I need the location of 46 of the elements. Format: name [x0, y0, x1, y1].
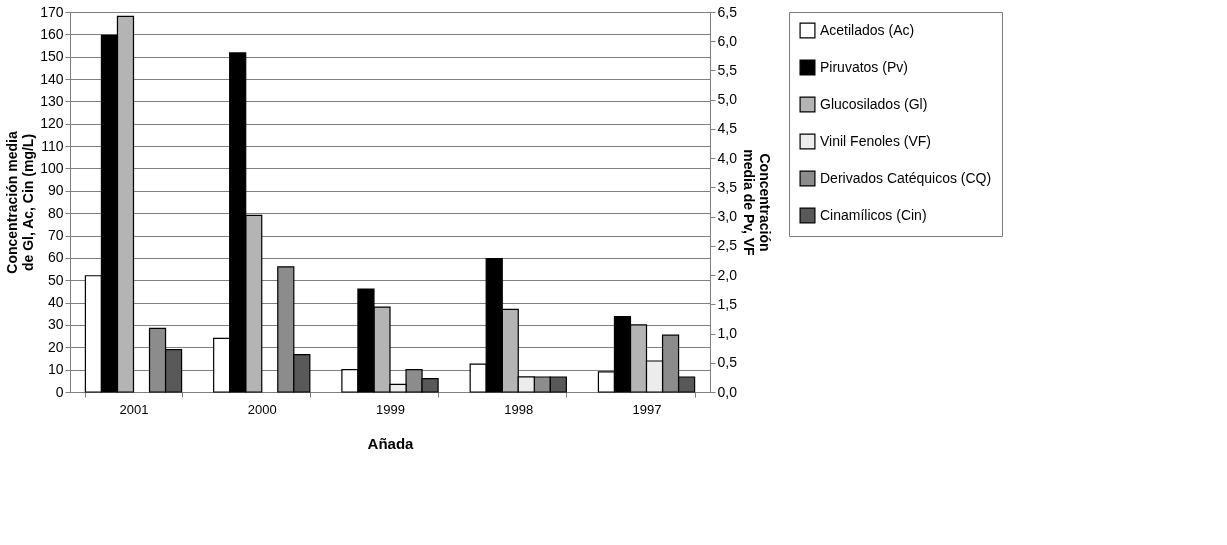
- x-tick-label: 2000: [247, 401, 277, 417]
- y2-tick-label: 1,5: [717, 295, 738, 312]
- x-tick-label: 2001: [119, 401, 149, 417]
- y-tick-label: 80: [47, 204, 64, 221]
- y-tick-label: 60: [47, 249, 64, 266]
- x-tick-label: 1999: [376, 401, 405, 417]
- y2-tick-label: 0,0: [717, 383, 738, 400]
- y2-tick-label: 2,0: [717, 266, 738, 283]
- y2-tick-label: 3,5: [717, 178, 738, 195]
- y2-tick-label: 6,0: [717, 32, 738, 49]
- y-axis-title: Concentración media de Gl, Ac, Cin (mg/L): [4, 131, 37, 274]
- y-tick-label: 160: [40, 25, 64, 42]
- x-tick-label: 1997: [632, 401, 662, 417]
- legend-label: Vinil Fenoles (VF): [820, 132, 932, 149]
- y-tick-label: 100: [40, 159, 64, 176]
- legend-label: Piruvatos (Pv): [820, 58, 908, 75]
- y-tick-label: 130: [40, 92, 64, 109]
- y2-tick-label: 1,0: [717, 325, 738, 342]
- y2-tick-label: 5,0: [717, 91, 738, 108]
- y2-tick-label: 5,5: [717, 61, 738, 78]
- legend-label: Cinamílicos (Cin): [820, 206, 927, 223]
- y-tick-label: 50: [47, 271, 64, 288]
- y-tick-label: 0: [55, 383, 64, 400]
- x-axis-title: Añada: [367, 434, 415, 452]
- y-tick-label: 120: [40, 115, 64, 132]
- y-tick-label: 140: [40, 70, 64, 87]
- y-tick-label: 30: [47, 316, 64, 333]
- y-tick-label: 70: [47, 227, 64, 244]
- y2-tick-label: 3,0: [717, 208, 738, 225]
- y2-axis-title: Concentración media de Pv, VF: [740, 149, 773, 257]
- y2-tick-label: 2,5: [717, 237, 738, 254]
- y-tick-label: 170: [40, 3, 64, 20]
- y-tick-label: 110: [41, 137, 64, 154]
- y-tick-label: 10: [47, 361, 64, 378]
- y-tick-label: 150: [40, 48, 64, 65]
- y-tick-label: 90: [47, 182, 64, 199]
- legend-label: Derivados Catéquicos (CQ): [820, 169, 992, 186]
- y2-tick-label: 0,5: [717, 354, 738, 371]
- legend-label: Glucosilados (Gl): [820, 95, 928, 112]
- legend-label: Acetilados (Ac): [820, 21, 915, 38]
- y2-tick-label: 6,5: [717, 3, 738, 20]
- y2-tick-label: 4,0: [717, 149, 738, 166]
- x-tick-label: 1998: [504, 401, 534, 417]
- y2-tick-label: 4,5: [717, 120, 738, 137]
- y-tick-label: 20: [47, 338, 64, 355]
- y-tick-label: 40: [47, 294, 64, 311]
